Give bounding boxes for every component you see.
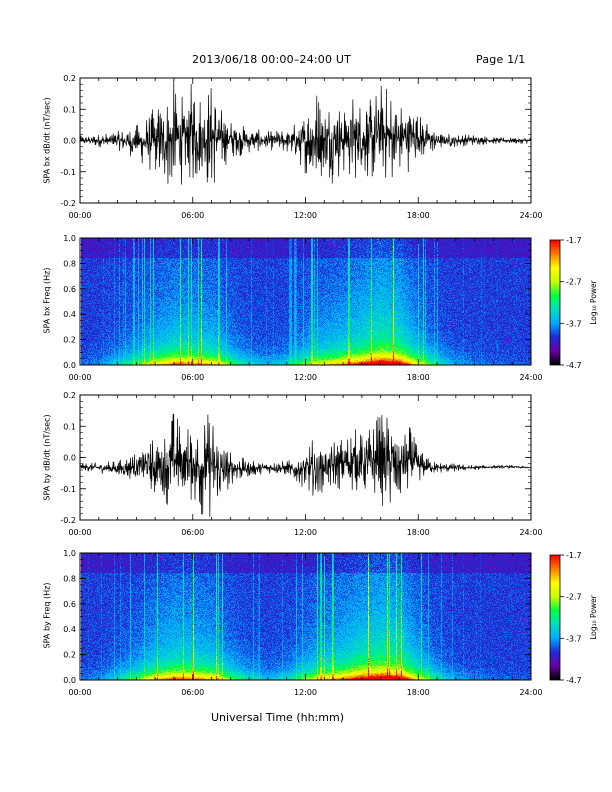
colorbar-tick-label: -3.7 — [566, 634, 582, 643]
panel-1-ytick-label: 0.4 — [63, 310, 76, 319]
panel-0-xtick-label: 24:00 — [519, 211, 542, 220]
panel-3-xtick-label: 06:00 — [181, 688, 204, 697]
colorbar-tick-label: -4.7 — [566, 676, 582, 685]
panel-2-trace — [79, 413, 532, 517]
panel-1-xtick-label: 18:00 — [407, 373, 430, 382]
panel-2-xtick-label: 12:00 — [294, 528, 317, 537]
bx-spectrogram-image — [81, 238, 531, 365]
panel-2-ytick-label: 0.1 — [63, 422, 76, 431]
panel-3-xtick-label: 00:00 — [68, 688, 91, 697]
panel-0-trace — [79, 79, 532, 185]
panel-3-frame — [79, 552, 532, 681]
panel-3-ytick-label: 0.2 — [63, 651, 76, 660]
colorbar-label: Log₁₀ Power — [589, 594, 598, 639]
panel-3-xtick-label: 18:00 — [407, 688, 430, 697]
page-number: Page 1/1 — [476, 53, 526, 66]
panel-0-xtick-label: 06:00 — [181, 211, 204, 220]
report-title: 2013/06/18 00:00–24:00 UT — [192, 53, 352, 66]
panel-0-xtick-label: 12:00 — [294, 211, 317, 220]
colorbar-label: Log₁₀ Power — [589, 279, 598, 324]
panel-3-ytick-label: 1.0 — [63, 549, 76, 558]
panel-2-ytick-label: -0.1 — [60, 485, 76, 494]
panel-0-ytick-label: 0.1 — [63, 105, 76, 114]
colorbar-tick-label: -4.7 — [566, 361, 582, 370]
panel-3-xtick-label: 12:00 — [294, 688, 317, 697]
panel-1-ytick-label: 0.0 — [63, 361, 76, 370]
panel-0-xtick-label: 18:00 — [407, 211, 430, 220]
panel-1-ytick-label: 0.6 — [63, 285, 76, 294]
panel-2-ytick-label: -0.2 — [60, 516, 76, 525]
panel-0-ytick-label: -0.1 — [60, 168, 76, 177]
panel-2-ytick-label: 0.2 — [63, 391, 76, 400]
panel-3-ytick-label: 0.8 — [63, 574, 76, 583]
by-colorbar-image — [550, 555, 560, 680]
bx-colorbar-image — [550, 240, 560, 365]
colorbar-tick-label: -2.7 — [566, 593, 582, 602]
panel-1-xtick-label: 24:00 — [519, 373, 542, 382]
panel-1-frame — [79, 237, 532, 366]
panel-2-ytick-label: 0.0 — [63, 454, 76, 463]
panel-1-ytick-label: 0.2 — [63, 336, 76, 345]
x-axis-title: Universal Time (hh:mm) — [211, 711, 344, 724]
panel-2-xtick-label: 24:00 — [519, 528, 542, 537]
colorbar-tick-label: -1.7 — [566, 551, 582, 560]
panel-0-xtick-label: 00:00 — [68, 211, 91, 220]
by-spectrogram-image — [81, 553, 531, 680]
panel-3-xtick-label: 24:00 — [519, 688, 542, 697]
panel-1-ytick-label: 0.8 — [63, 259, 76, 268]
panel-1-xtick-label: 12:00 — [294, 373, 317, 382]
colorbar-tick-label: -3.7 — [566, 319, 582, 328]
panel-1-xtick-label: 00:00 — [68, 373, 91, 382]
panel-0-ytick-label: -0.2 — [60, 199, 76, 208]
colorbar-tick-label: -1.7 — [566, 236, 582, 245]
panel-3-ytick-label: 0.6 — [63, 600, 76, 609]
panel-2-xtick-label: 18:00 — [407, 528, 430, 537]
panel-2-xtick-label: 06:00 — [181, 528, 204, 537]
panel-0-ytick-label: 0.0 — [63, 137, 76, 146]
panel-2-xtick-label: 00:00 — [68, 528, 91, 537]
colorbar-frame — [549, 554, 561, 681]
colorbar-frame — [549, 239, 561, 366]
panel-3-ytick-label: 0.4 — [63, 625, 76, 634]
panel-0-ytick-label: 0.2 — [63, 74, 76, 83]
panel-3-ytick-label: 0.0 — [63, 676, 76, 685]
panel-1-ytick-label: 1.0 — [63, 234, 76, 243]
panel-1-xtick-label: 06:00 — [181, 373, 204, 382]
colorbar-tick-label: -2.7 — [566, 278, 582, 287]
